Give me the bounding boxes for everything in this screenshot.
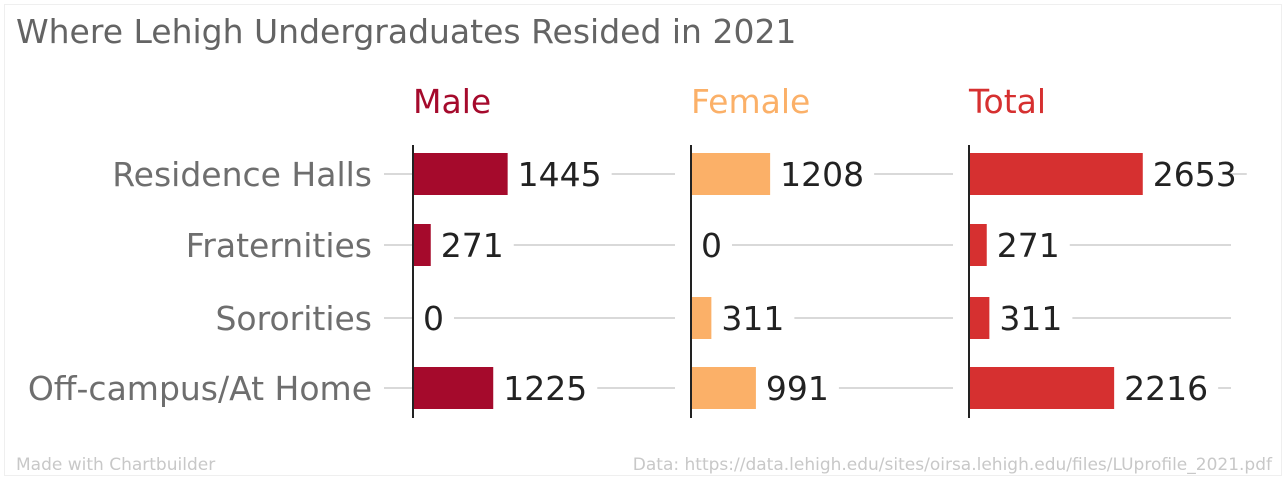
- bar-total-residence-halls: [969, 153, 1143, 195]
- bar-total-fraternities: [969, 224, 987, 266]
- data-label-total-sororities: 311: [999, 299, 1062, 338]
- category-label-sororities: Sororities: [215, 299, 372, 338]
- category-label-residence-halls: Residence Halls: [112, 155, 372, 194]
- panel-title-total: Total: [968, 82, 1046, 121]
- panel-title-female: Female: [691, 82, 810, 121]
- footer-credit: Made with Chartbuilder: [16, 455, 216, 475]
- data-label-female-off-campus-at-home: 991: [766, 369, 829, 408]
- data-label-total-residence-halls: 2653: [1153, 155, 1237, 194]
- bar-male-off-campus-at-home: [413, 367, 494, 409]
- data-label-total-fraternities: 271: [997, 226, 1060, 265]
- chart-frame: [4, 4, 1282, 476]
- bar-female-residence-halls: [691, 153, 771, 195]
- data-label-female-sororities: 311: [721, 299, 784, 338]
- data-label-female-residence-halls: 1208: [780, 155, 864, 194]
- bar-male-residence-halls: [413, 153, 508, 195]
- data-label-male-sororities: 0: [423, 299, 444, 338]
- chart-title: Where Lehigh Undergraduates Resided in 2…: [16, 12, 797, 51]
- data-label-total-off-campus-at-home: 2216: [1124, 369, 1208, 408]
- data-label-female-fraternities: 0: [701, 226, 722, 265]
- data-label-male-fraternities: 271: [441, 226, 504, 265]
- category-label-fraternities: Fraternities: [186, 226, 372, 265]
- bar-female-off-campus-at-home: [691, 367, 756, 409]
- panel-title-male: Male: [413, 82, 491, 121]
- category-label-off-campus-at-home: Off-campus/At Home: [28, 369, 372, 408]
- bar-total-off-campus-at-home: [969, 367, 1115, 409]
- footer-source: Data: https://data.lehigh.edu/sites/oirs…: [632, 455, 1272, 475]
- data-label-male-off-campus-at-home: 1225: [503, 369, 587, 408]
- bar-female-sororities: [691, 297, 712, 339]
- data-label-male-residence-halls: 1445: [518, 155, 602, 194]
- bar-total-sororities: [969, 297, 990, 339]
- bar-male-fraternities: [413, 224, 431, 266]
